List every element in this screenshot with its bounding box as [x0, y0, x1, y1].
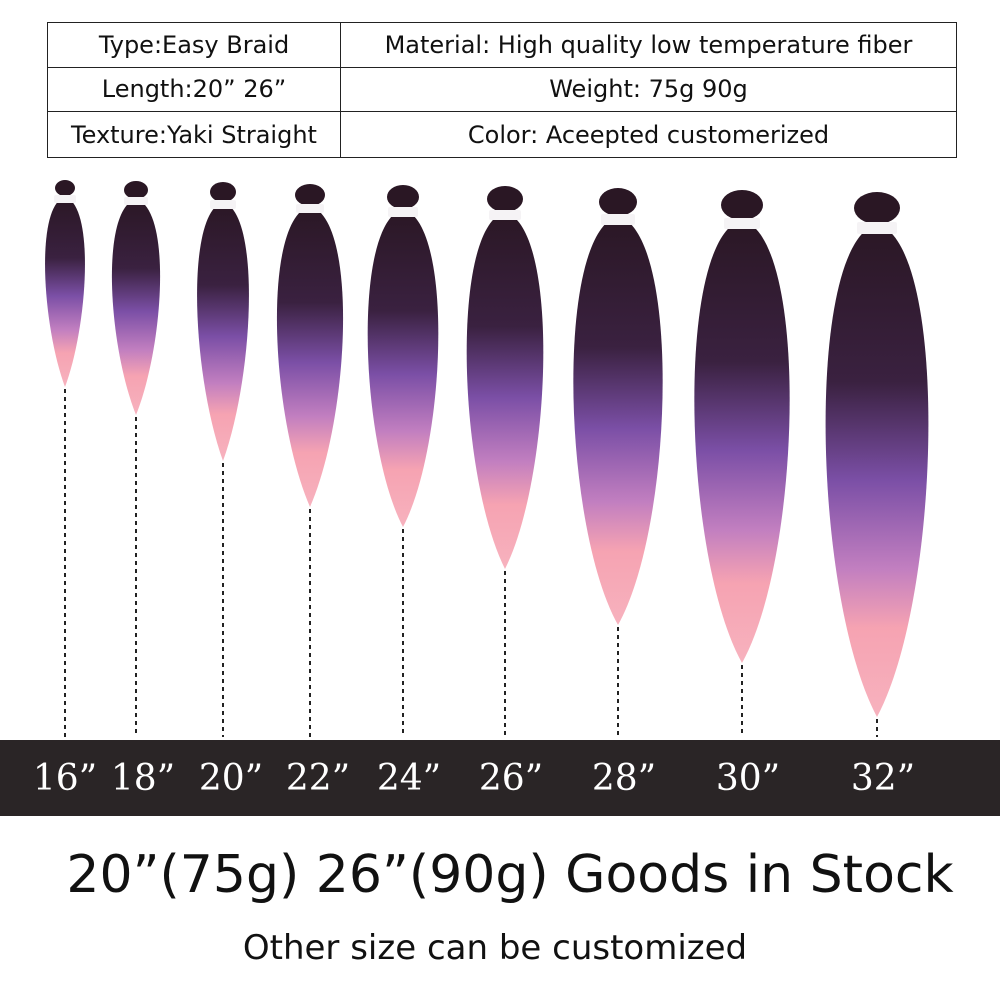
- customization-note: Other size can be customized: [242, 928, 748, 968]
- hair-bundles-illustration: [0, 175, 1000, 745]
- spec-weight: Weight: 75g 90g: [341, 68, 956, 113]
- spec-table: Type:Easy Braid Material: High quality l…: [47, 22, 957, 158]
- spec-color: Color: Aceepted customerized: [467, 120, 830, 149]
- length-label-24: 24”: [376, 758, 442, 799]
- length-label-28: 28”: [591, 758, 657, 799]
- hair-bundle-22: [276, 184, 344, 737]
- length-label-20: 20”: [198, 758, 264, 799]
- length-label-32: 32”: [850, 758, 916, 799]
- spec-texture: Texture:Yaki Straight: [48, 112, 341, 157]
- length-label-22: 22”: [285, 758, 351, 799]
- hair-bundle-16: [45, 180, 85, 737]
- spec-length: Length:20” 26”: [48, 67, 341, 113]
- spec-type: Type:Easy Braid: [48, 23, 341, 68]
- hair-bundle-28: [573, 188, 663, 737]
- length-label-26: 26”: [478, 758, 544, 799]
- length-label-16: 16”: [32, 758, 98, 799]
- hair-bundle-18: [111, 181, 161, 737]
- spec-material: Material: High quality low temperature f…: [341, 23, 956, 68]
- hair-bundle-20: [197, 182, 249, 737]
- hair-bundle-24: [367, 185, 439, 737]
- hair-bundle-32: [825, 192, 929, 737]
- length-label-18: 18”: [110, 758, 176, 799]
- hair-bundle-26: [466, 186, 544, 737]
- length-label-30: 30”: [715, 758, 781, 799]
- hair-bundle-30: [694, 190, 790, 737]
- stock-headline: 20”(75g) 26”(90g) Goods in Stock: [66, 845, 954, 905]
- length-labels-bar: 16” 18” 20” 22” 24” 26” 28” 30” 32”: [0, 740, 1000, 816]
